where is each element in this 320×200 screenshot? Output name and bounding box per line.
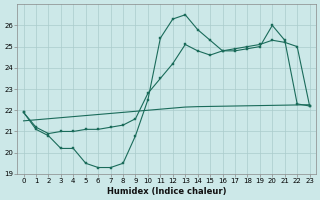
X-axis label: Humidex (Indice chaleur): Humidex (Indice chaleur)	[107, 187, 226, 196]
